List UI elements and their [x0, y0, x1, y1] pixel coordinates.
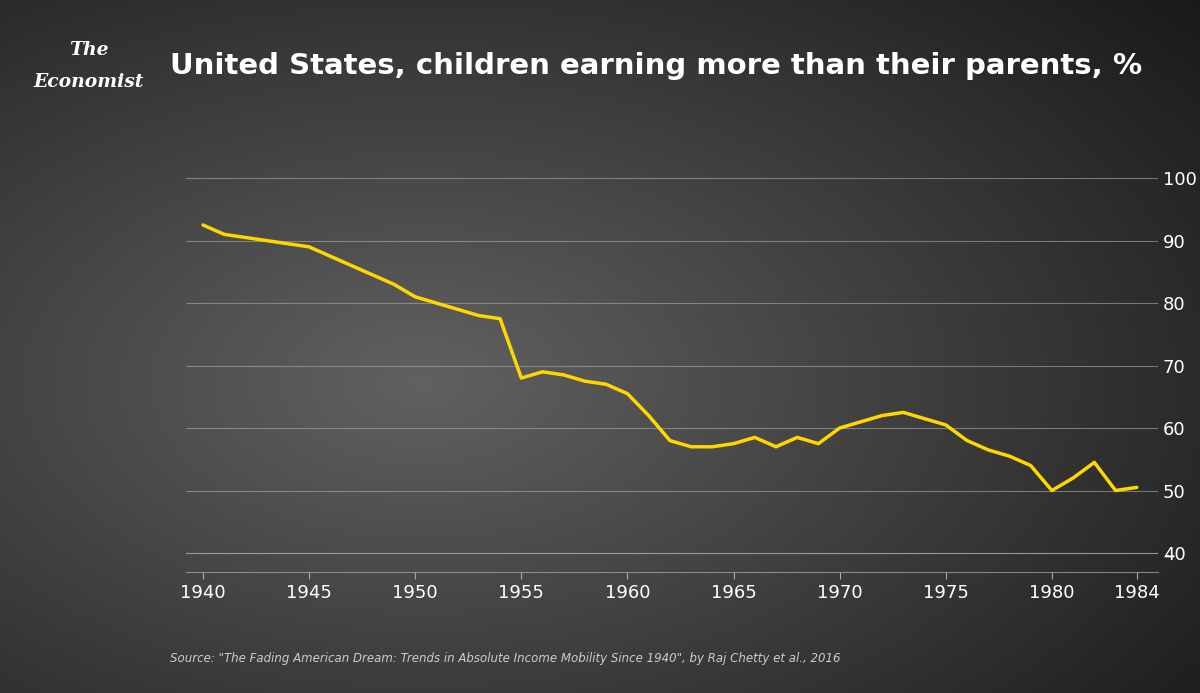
Text: The: The [70, 41, 108, 59]
Text: Source: "The Fading American Dream: Trends in Absolute Income Mobility Since 194: Source: "The Fading American Dream: Tren… [170, 652, 841, 665]
Text: Economist: Economist [34, 73, 144, 91]
Text: ~: ~ [1163, 549, 1175, 563]
Text: United States, children earning more than their parents, %: United States, children earning more tha… [170, 52, 1142, 80]
